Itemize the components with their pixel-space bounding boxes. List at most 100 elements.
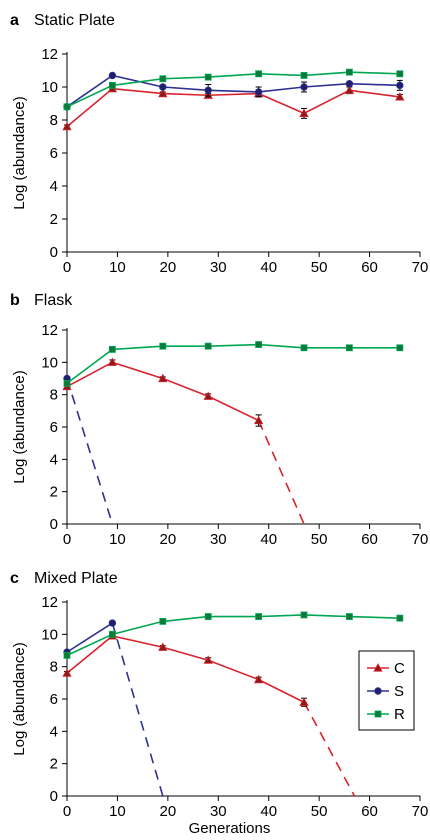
panel-letter: c xyxy=(10,570,19,587)
data-point-S xyxy=(159,83,167,91)
data-point-R xyxy=(159,342,167,350)
x-tick-label: 30 xyxy=(210,531,227,548)
x-tick-label: 0 xyxy=(63,803,71,820)
y-tick-label: 10 xyxy=(41,626,58,643)
x-axis-label: Generations xyxy=(189,820,271,837)
x-tick-label: 70 xyxy=(412,803,429,820)
panel-title: Mixed Plate xyxy=(34,570,118,587)
x-tick-label: 50 xyxy=(311,531,328,548)
y-tick-label: 4 xyxy=(50,178,58,195)
x-tick-label: 50 xyxy=(311,259,328,276)
data-point-R xyxy=(108,345,116,353)
legend-label-R: R xyxy=(394,706,405,723)
data-point-R xyxy=(300,344,308,352)
x-tick-label: 60 xyxy=(361,803,378,820)
x-tick-label: 40 xyxy=(260,531,277,548)
x-tick-label: 10 xyxy=(109,803,126,820)
data-point-C xyxy=(158,88,168,98)
x-tick-label: 10 xyxy=(109,259,126,276)
x-tick-label: 60 xyxy=(361,531,378,548)
y-tick-label: 10 xyxy=(41,354,58,371)
extinction-line-C xyxy=(257,420,305,525)
data-point-R xyxy=(108,630,116,638)
data-point-R xyxy=(255,341,263,348)
data-point-R xyxy=(300,611,308,619)
data-point-C xyxy=(253,674,264,684)
data-point-R xyxy=(300,72,308,79)
series-line-S xyxy=(66,622,113,653)
x-tick-label: 0 xyxy=(63,259,71,276)
chart-panel-c: c Mixed Plate 0 2 4 6 8 10 12 0 10 20 30 40 50 60 70 Log … xyxy=(10,570,428,837)
y-tick-label: 6 xyxy=(50,145,58,162)
y-tick-label: 2 xyxy=(50,484,58,501)
data-point-R xyxy=(345,68,353,76)
data-point-R xyxy=(345,613,353,620)
legend: CSR xyxy=(358,650,415,731)
data-point-R xyxy=(63,651,71,659)
data-point-R xyxy=(396,344,404,352)
data-point-C xyxy=(158,642,168,651)
x-tick-label: 50 xyxy=(311,803,328,820)
y-axis-label: Log (abundance) xyxy=(11,642,28,755)
y-tick-label: 2 xyxy=(50,211,58,228)
data-point-R xyxy=(396,70,404,78)
data-point-R xyxy=(396,614,404,622)
y-axis-label: Log (abundance) xyxy=(11,370,28,483)
series-line-C xyxy=(66,87,400,128)
y-tick-label: 0 xyxy=(50,244,58,261)
x-tick-label: 70 xyxy=(412,259,429,276)
data-point-S xyxy=(108,71,117,80)
legend-marker-S xyxy=(374,687,382,695)
data-point-C xyxy=(253,415,264,425)
panel-letter: b xyxy=(10,292,20,309)
extinction-line-S xyxy=(66,378,114,525)
series-line-C xyxy=(66,635,305,703)
x-tick-label: 40 xyxy=(260,259,277,276)
legend-label-C: C xyxy=(394,660,405,677)
data-point-C xyxy=(62,121,72,131)
data-point-S xyxy=(254,88,263,96)
y-tick-label: 4 xyxy=(50,451,58,468)
data-point-C xyxy=(203,655,213,664)
data-point-S xyxy=(396,81,404,90)
y-tick-label: 4 xyxy=(50,723,58,740)
legend-label-S: S xyxy=(394,683,404,700)
legend-marker-R xyxy=(374,710,382,718)
data-point-R xyxy=(108,81,116,89)
chart-panel-a: a Static Plate 0 2 4 6 8 10 12 0 10 20 30 40 50 60 70 Log… xyxy=(10,12,428,276)
data-point-R xyxy=(159,75,167,83)
data-point-R xyxy=(63,103,71,111)
data-point-R xyxy=(204,73,212,81)
data-point-R xyxy=(345,344,353,352)
data-point-S xyxy=(204,86,212,94)
extinction-line-C xyxy=(303,701,356,797)
data-point-C xyxy=(107,357,118,366)
data-point-S xyxy=(108,619,117,627)
data-point-C xyxy=(299,697,309,706)
data-point-C xyxy=(203,391,213,400)
series-line-S xyxy=(66,74,400,108)
x-tick-label: 20 xyxy=(160,531,177,548)
data-point-S xyxy=(345,79,354,88)
panel-letter: a xyxy=(10,12,19,29)
y-tick-label: 12 xyxy=(41,594,58,611)
y-axis-label: Log (abundance) xyxy=(11,96,28,209)
y-tick-label: 12 xyxy=(41,46,58,63)
data-point-R xyxy=(255,70,263,78)
y-tick-label: 0 xyxy=(50,516,58,533)
data-point-R xyxy=(63,379,71,387)
x-tick-label: 10 xyxy=(109,531,126,548)
data-point-C xyxy=(158,373,168,383)
x-tick-label: 70 xyxy=(412,531,429,548)
data-point-R xyxy=(204,342,212,350)
x-tick-label: 30 xyxy=(210,259,227,276)
x-tick-label: 0 xyxy=(63,531,71,548)
panel-title: Flask xyxy=(34,292,73,309)
chart-panel-b: b Flask 0 2 4 6 8 10 12 0 10 20 30 40 50 60 70 Log (abund… xyxy=(10,292,428,548)
x-tick-label: 30 xyxy=(210,803,227,820)
x-tick-label: 60 xyxy=(361,259,378,276)
data-point-R xyxy=(204,613,212,620)
y-tick-label: 2 xyxy=(50,756,58,773)
y-tick-label: 8 xyxy=(50,387,58,404)
